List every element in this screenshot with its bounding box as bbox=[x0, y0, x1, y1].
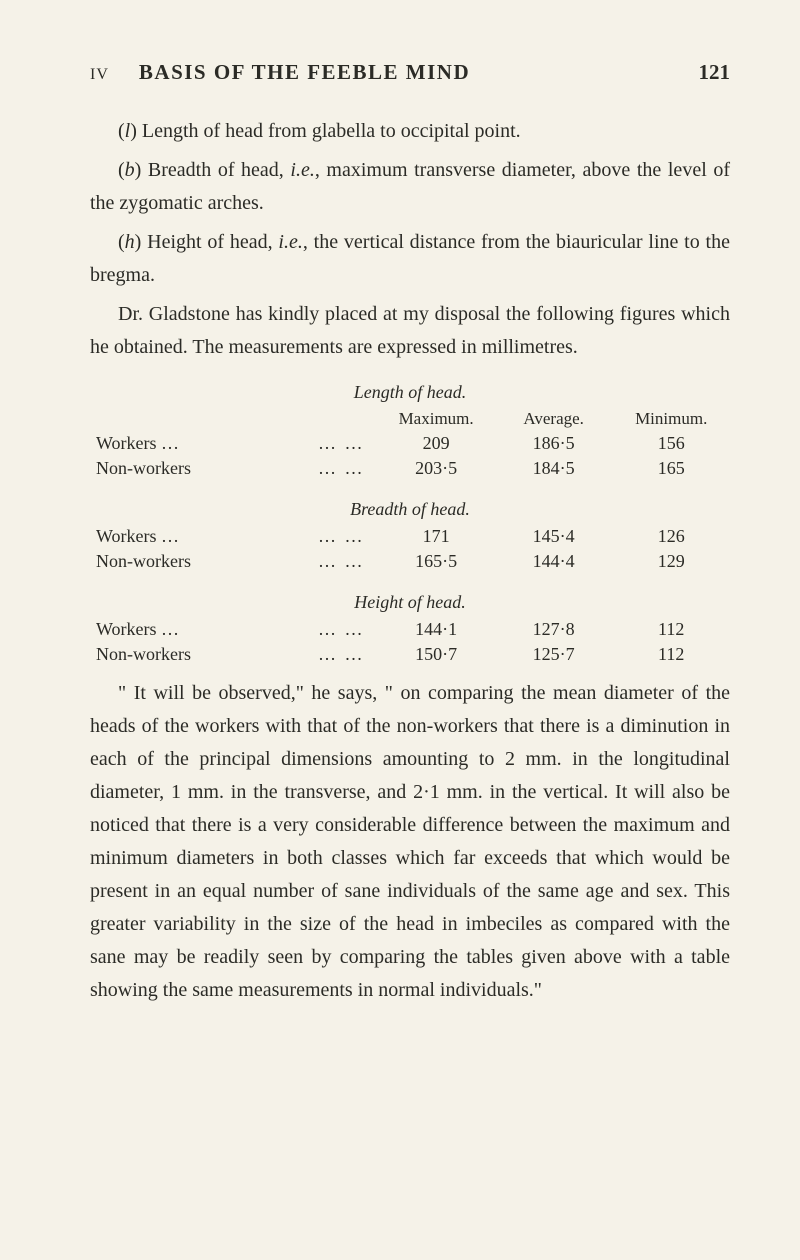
paragraph-b: (b) Breadth of head, i.e., maximum trans… bbox=[90, 154, 730, 220]
table-cell: 171 bbox=[377, 524, 495, 549]
paren-open: ( bbox=[118, 120, 125, 142]
table-cell: 145·4 bbox=[495, 524, 613, 549]
table-cell: 112 bbox=[612, 642, 730, 667]
table-title: Length of head. bbox=[90, 382, 730, 403]
table-cell: 209 bbox=[377, 431, 495, 456]
measurements-table: Workers …… …171145·4126Non-workers… …165… bbox=[90, 524, 730, 574]
paragraph-h-pre: ) Height of head, bbox=[135, 231, 279, 253]
paren-open: ( bbox=[118, 159, 125, 181]
paragraph-intro: Dr. Gladstone has kindly placed at my di… bbox=[90, 298, 730, 364]
row-dots: … … bbox=[312, 524, 377, 549]
paren-open: ( bbox=[118, 231, 125, 253]
paragraph-l-text: ) Length of head from glabella to occipi… bbox=[130, 120, 520, 142]
table-cell: 144·1 bbox=[377, 617, 495, 642]
item-letter-h: h bbox=[125, 231, 135, 253]
table-row: Non-workers… …203·5184·5165 bbox=[90, 456, 730, 481]
table-cell: 112 bbox=[612, 617, 730, 642]
table-row: Workers …… …144·1127·8112 bbox=[90, 617, 730, 642]
table-cell: 125·7 bbox=[495, 642, 613, 667]
measurements-table: Workers …… …144·1127·8112Non-workers… …1… bbox=[90, 617, 730, 667]
table-row: Workers …… …171145·4126 bbox=[90, 524, 730, 549]
table-cell: 165·5 bbox=[377, 549, 495, 574]
table-cell: 129 bbox=[612, 549, 730, 574]
row-dots: … … bbox=[312, 431, 377, 456]
paragraph-b-pre: ) Breadth of head, bbox=[135, 159, 291, 181]
paragraph-h: (h) Height of head, i.e., the vertical d… bbox=[90, 226, 730, 292]
page-number: 121 bbox=[699, 60, 731, 85]
table-cell: 165 bbox=[612, 456, 730, 481]
table-cell: 203·5 bbox=[377, 456, 495, 481]
row-label: Non-workers bbox=[90, 549, 312, 574]
table-cell: 127·8 bbox=[495, 617, 613, 642]
table-row: Non-workers… …150·7125·7112 bbox=[90, 642, 730, 667]
row-dots: … … bbox=[312, 617, 377, 642]
row-dots: … … bbox=[312, 642, 377, 667]
paragraph-l: (l) Length of head from glabella to occi… bbox=[90, 115, 730, 148]
table-cell: 126 bbox=[612, 524, 730, 549]
column-header: Average. bbox=[495, 407, 613, 431]
measurements-table: Maximum.Average.Minimum.Workers …… …2091… bbox=[90, 407, 730, 481]
table-title: Height of head. bbox=[90, 592, 730, 613]
table-section: Height of head. Workers …… …144·1127·8112… bbox=[90, 592, 730, 667]
row-label: Non-workers bbox=[90, 642, 312, 667]
table-row: Workers …… …209186·5156 bbox=[90, 431, 730, 456]
row-dots: … … bbox=[312, 456, 377, 481]
table-section: Breadth of head.Workers …… …171145·4126N… bbox=[90, 499, 730, 574]
row-label: Non-workers bbox=[90, 456, 312, 481]
table-cell: 144·4 bbox=[495, 549, 613, 574]
table-cell: 150·7 bbox=[377, 642, 495, 667]
row-label: Workers … bbox=[90, 617, 312, 642]
ie-abbrev: i.e. bbox=[278, 231, 302, 253]
item-letter-b: b bbox=[125, 159, 135, 181]
row-dots: … … bbox=[312, 549, 377, 574]
table-cell: 184·5 bbox=[495, 456, 613, 481]
table-section: Length of head.Maximum.Average.Minimum.W… bbox=[90, 382, 730, 481]
page-header: IV BASIS OF THE FEEBLE MIND 121 bbox=[90, 60, 730, 85]
row-label: Workers … bbox=[90, 524, 312, 549]
paragraph-quote: " It will be observed," he says, " on co… bbox=[90, 677, 730, 1007]
chapter-roman: IV bbox=[90, 66, 109, 84]
ie-abbrev: i.e. bbox=[290, 159, 314, 181]
page-title: BASIS OF THE FEEBLE MIND bbox=[139, 60, 683, 85]
table-cell: 156 bbox=[612, 431, 730, 456]
table-cell: 186·5 bbox=[495, 431, 613, 456]
column-header: Minimum. bbox=[612, 407, 730, 431]
table-row: Non-workers… …165·5144·4129 bbox=[90, 549, 730, 574]
row-label: Workers … bbox=[90, 431, 312, 456]
measurements-table-group: Length of head.Maximum.Average.Minimum.W… bbox=[90, 382, 730, 667]
column-header: Maximum. bbox=[377, 407, 495, 431]
table-title: Breadth of head. bbox=[90, 499, 730, 520]
